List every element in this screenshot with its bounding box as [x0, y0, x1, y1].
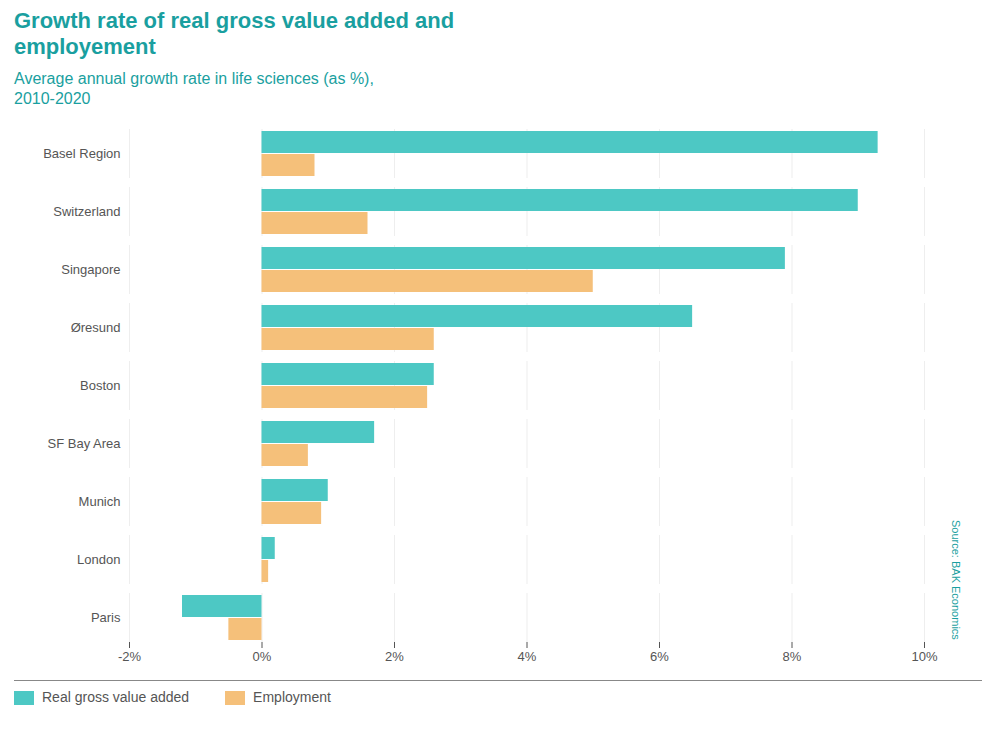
svg-text:Paris: Paris — [91, 610, 121, 625]
svg-text:0%: 0% — [253, 649, 272, 664]
html-text:Source: BAK Economics: Source: BAK Economics — [950, 519, 962, 640]
svg-text:10%: 10% — [911, 649, 937, 664]
svg-text:2%: 2% — [385, 649, 404, 664]
html-text:Employment: Employment — [253, 688, 331, 705]
svg-text:Singapore: Singapore — [61, 262, 120, 277]
svg-text:4%: 4% — [518, 649, 537, 664]
svg-text:London: London — [77, 552, 120, 567]
html-text:Real gross value added: Real gross value added — [42, 688, 190, 705]
svg-text:-2%: -2% — [118, 649, 142, 664]
svg-text:Switzerland: Switzerland — [53, 204, 120, 219]
svg-text:Øresund: Øresund — [71, 320, 121, 335]
svg-text:Boston: Boston — [80, 378, 120, 393]
html-text:Average annual growth rate in: Average annual growth rate in life scien… — [14, 69, 374, 107]
svg-text:SF Bay Area: SF Bay Area — [48, 436, 122, 451]
svg-text:Munich: Munich — [79, 494, 121, 509]
svg-text:8%: 8% — [783, 649, 802, 664]
html-text:Growth rate of real gross valu: Growth rate of real gross value added an… — [14, 8, 455, 60]
svg-text:Basel Region: Basel Region — [43, 146, 120, 161]
svg-text:6%: 6% — [650, 649, 669, 664]
